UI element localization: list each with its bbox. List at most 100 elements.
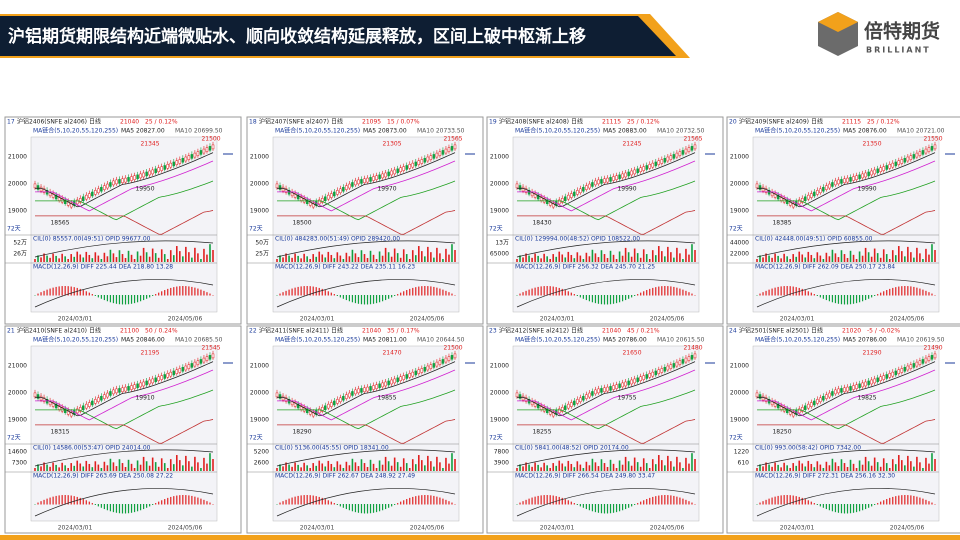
period: 日线 xyxy=(89,118,101,126)
volume-bar xyxy=(858,460,861,471)
macd-bar xyxy=(540,495,542,505)
panel-number: 22 xyxy=(249,328,257,335)
volume-bar xyxy=(615,468,618,471)
opid-line xyxy=(516,240,696,258)
volume-bar xyxy=(867,461,870,471)
macd-bar xyxy=(372,295,375,304)
candle-body xyxy=(387,380,390,386)
candle-body xyxy=(588,183,591,189)
candle-body xyxy=(621,173,624,179)
macd-bar xyxy=(901,286,903,296)
macd-bar xyxy=(294,496,296,505)
candle-body xyxy=(330,193,333,198)
volume-bar xyxy=(372,254,375,262)
volume-bar xyxy=(768,255,770,262)
macd-bar xyxy=(907,495,909,505)
volume-bar xyxy=(127,250,130,262)
volume-bar xyxy=(40,257,42,262)
candle-body xyxy=(305,199,309,205)
volume-bar xyxy=(342,259,345,262)
candle-body xyxy=(630,170,633,176)
price: 21115 xyxy=(842,119,861,126)
macd-bar xyxy=(871,295,873,298)
macd-bar xyxy=(552,286,554,296)
volume-bar xyxy=(34,259,36,262)
ma-line xyxy=(757,152,936,208)
candle-body xyxy=(597,179,600,185)
cil-tick-label: 50万 xyxy=(255,240,269,247)
macd-bar xyxy=(79,288,81,296)
macd-bar xyxy=(670,286,672,296)
period: 日线 xyxy=(571,327,583,335)
candle-body xyxy=(133,175,136,180)
macd-bar xyxy=(759,502,761,505)
candle-body xyxy=(166,164,169,169)
volume-bar xyxy=(330,254,333,262)
macd-bar xyxy=(372,504,375,513)
candle-body xyxy=(381,173,384,179)
macd-label: MACD(12,26,9) DIFF 266.54 DEA 249.80 33.… xyxy=(515,473,655,480)
macd-bar xyxy=(297,495,299,505)
volume-bar xyxy=(73,256,76,262)
candle-body xyxy=(193,152,197,158)
macd-bar xyxy=(288,289,290,296)
macd-bar xyxy=(121,295,124,305)
macd-bar xyxy=(130,504,133,513)
volume-bar xyxy=(876,462,879,471)
change: 25 / 0.12% xyxy=(627,119,660,126)
volume-bar xyxy=(414,255,417,262)
macd-bar xyxy=(691,502,693,505)
candle-body xyxy=(776,403,780,409)
macd-bar xyxy=(795,496,797,505)
volume-bar xyxy=(528,464,530,471)
volume-bar xyxy=(318,251,321,262)
volume-bar xyxy=(894,464,897,471)
volume-bar xyxy=(783,253,785,262)
candle-body xyxy=(782,197,786,203)
macd-bar xyxy=(777,286,779,296)
macd-bar xyxy=(768,498,770,505)
candle-body xyxy=(66,410,70,415)
panel-number: 21 xyxy=(7,328,15,335)
cil-tick-label: 13万 xyxy=(495,240,509,247)
candle-body xyxy=(888,373,891,378)
volume-bar xyxy=(645,463,648,471)
y-tick-label: 21000 xyxy=(8,154,27,161)
candle-body xyxy=(609,386,612,391)
candle-body xyxy=(360,179,363,184)
macd-bar xyxy=(397,503,399,505)
candle-body xyxy=(618,174,621,180)
volume-bar xyxy=(667,246,669,262)
macd-bar xyxy=(558,496,560,505)
volume-bar xyxy=(354,253,357,262)
candle-body xyxy=(317,408,321,414)
candle-body xyxy=(190,363,194,368)
macd-bar xyxy=(919,288,921,296)
candle-body xyxy=(33,392,37,398)
volume-bar xyxy=(64,465,66,471)
high-label: 21195 xyxy=(140,350,159,357)
macd-bar xyxy=(403,500,405,505)
change: 25 / 0.12% xyxy=(867,119,900,126)
volume-bar xyxy=(537,464,539,471)
candle-body xyxy=(88,193,91,198)
opid-line xyxy=(276,240,456,258)
candle-body xyxy=(444,357,448,363)
plot-area xyxy=(752,136,940,313)
last-high: 21480 xyxy=(683,345,702,352)
candle-body xyxy=(399,376,402,381)
y-tick-label: 20000 xyxy=(490,390,509,397)
candle-body xyxy=(924,148,928,154)
volume-bar xyxy=(564,257,567,262)
volume-bar xyxy=(52,253,54,262)
macd-bar xyxy=(58,286,60,296)
candle-body xyxy=(363,178,366,184)
macd-bar xyxy=(664,495,666,505)
candle-body xyxy=(603,387,606,393)
macd-bar xyxy=(191,286,193,296)
volume-bar xyxy=(276,259,278,262)
macd-bar xyxy=(606,504,609,514)
candle-body xyxy=(873,169,876,175)
volume-bar xyxy=(834,462,837,471)
days: 72天 xyxy=(7,226,21,233)
